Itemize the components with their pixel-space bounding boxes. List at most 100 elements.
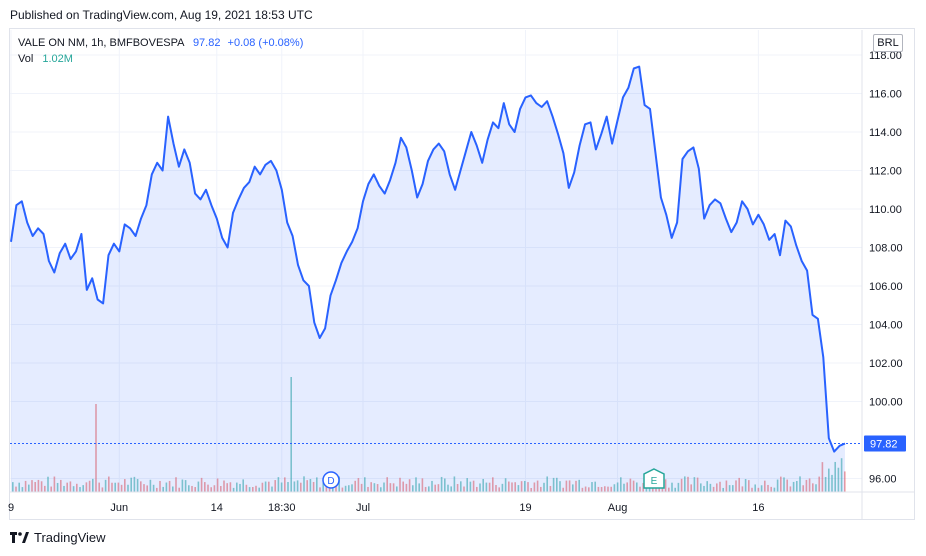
volume-bar xyxy=(47,476,49,492)
volume-bar xyxy=(412,485,414,492)
volume-bar xyxy=(287,482,289,492)
last-price-text: 97.82 xyxy=(870,438,898,450)
volume-bar xyxy=(482,478,484,492)
volume-bar xyxy=(101,487,104,492)
volume-bar xyxy=(696,477,699,492)
volume-bar xyxy=(741,486,744,492)
volume-bar xyxy=(626,482,628,492)
volume-bar xyxy=(578,479,580,492)
volume-bar xyxy=(722,487,724,492)
volume-bar xyxy=(652,486,654,492)
y-tick-label: 110.00 xyxy=(869,204,902,216)
volume-bar xyxy=(424,486,427,492)
svg-text:E: E xyxy=(651,476,658,487)
volume-bar xyxy=(181,479,184,492)
volume-bar xyxy=(274,480,276,492)
x-tick-label: 9 xyxy=(8,502,14,514)
volume-bar xyxy=(290,377,292,492)
volume-bar xyxy=(386,477,388,492)
volume-bar xyxy=(293,481,296,492)
price-axis: 118.00 116.00 114.00 112.00 110.00 108.00 106.… xyxy=(861,30,903,520)
volume-bar xyxy=(668,487,670,492)
volume-bar xyxy=(40,481,43,492)
volume-bar xyxy=(786,479,788,492)
volume-bar xyxy=(242,479,244,492)
chart-frame xyxy=(9,28,915,520)
currency-button[interactable]: BRL xyxy=(873,34,903,52)
volume-bar xyxy=(463,486,465,492)
volume-bar xyxy=(63,485,65,492)
volume-bar xyxy=(312,481,315,492)
volume-bar xyxy=(754,484,756,492)
volume-bar xyxy=(556,477,558,492)
volume-bar xyxy=(690,484,692,492)
volume-bar xyxy=(751,487,753,492)
volume-bar xyxy=(232,487,235,492)
volume-bar xyxy=(44,485,46,492)
volume-bar xyxy=(533,482,536,492)
symbol-label: VALE ON NM, 1h, BMFBOVESPA xyxy=(18,37,184,49)
volume-bar xyxy=(552,477,555,492)
svg-text:D: D xyxy=(327,476,334,487)
x-tick-label: 14 xyxy=(211,502,223,514)
volume-bar xyxy=(376,484,379,492)
volume-bar xyxy=(236,482,238,492)
footer-brand[interactable]: TradingView xyxy=(10,530,106,545)
volume-bar xyxy=(188,485,190,492)
volume-bar xyxy=(837,467,840,492)
last-price-legend: 97.82 xyxy=(192,37,221,49)
volume-bar xyxy=(812,483,814,492)
volume-bar xyxy=(229,482,232,492)
volume-bar xyxy=(565,480,568,492)
volume-bar xyxy=(223,480,225,492)
volume-bar xyxy=(303,476,305,492)
volume-bar xyxy=(354,480,356,492)
volume-bar xyxy=(277,477,280,492)
volume-bar xyxy=(341,487,344,492)
volume-bar xyxy=(642,482,644,492)
volume-bar xyxy=(680,478,683,492)
volume-bar xyxy=(732,485,734,492)
volume-bar xyxy=(815,484,817,492)
volume-bar xyxy=(399,477,401,492)
volume-bar xyxy=(450,486,452,492)
time-axis: 9 Jun 14 18:30 Jul 19 Aug 16 xyxy=(8,491,915,514)
volume-bar xyxy=(268,481,270,492)
earnings-marker[interactable]: E xyxy=(643,468,665,489)
volume-bar xyxy=(780,476,782,492)
volume-bar xyxy=(559,481,561,492)
volume-bar xyxy=(204,482,206,492)
volume-bar xyxy=(418,483,420,492)
volume-bar xyxy=(197,481,200,492)
volume-bar xyxy=(767,484,769,492)
volume-bar xyxy=(108,476,110,492)
published-caption: Published on TradingView.com, Aug 19, 20… xyxy=(10,8,313,22)
dividend-marker[interactable]: D xyxy=(322,471,340,489)
volume-bar xyxy=(469,481,472,492)
y-tick-label: 104.00 xyxy=(869,320,903,332)
volume-bar xyxy=(168,480,171,492)
volume-bar xyxy=(258,487,260,492)
volume-bar xyxy=(760,485,763,492)
volume-bar xyxy=(207,484,209,492)
tradingview-logo-icon xyxy=(10,531,29,543)
volume-bar xyxy=(648,485,651,492)
volume-bar xyxy=(492,477,494,492)
volume-bar xyxy=(844,471,846,492)
chart-grid xyxy=(10,30,862,492)
volume-bar xyxy=(255,485,257,492)
volume-bar xyxy=(76,483,78,492)
volume-bar xyxy=(124,479,126,492)
volume-bar xyxy=(444,478,446,492)
volume-bar xyxy=(498,487,500,492)
y-tick-label: 114.00 xyxy=(869,127,902,139)
volume-bar xyxy=(300,482,302,492)
volume-bar xyxy=(610,486,612,492)
volume-bar xyxy=(335,484,337,492)
volume-bar xyxy=(284,477,286,492)
volume-bar xyxy=(348,485,350,492)
footer-brand-label: TradingView xyxy=(34,530,106,545)
volume-bar xyxy=(511,482,513,492)
volume-bar xyxy=(604,486,606,492)
